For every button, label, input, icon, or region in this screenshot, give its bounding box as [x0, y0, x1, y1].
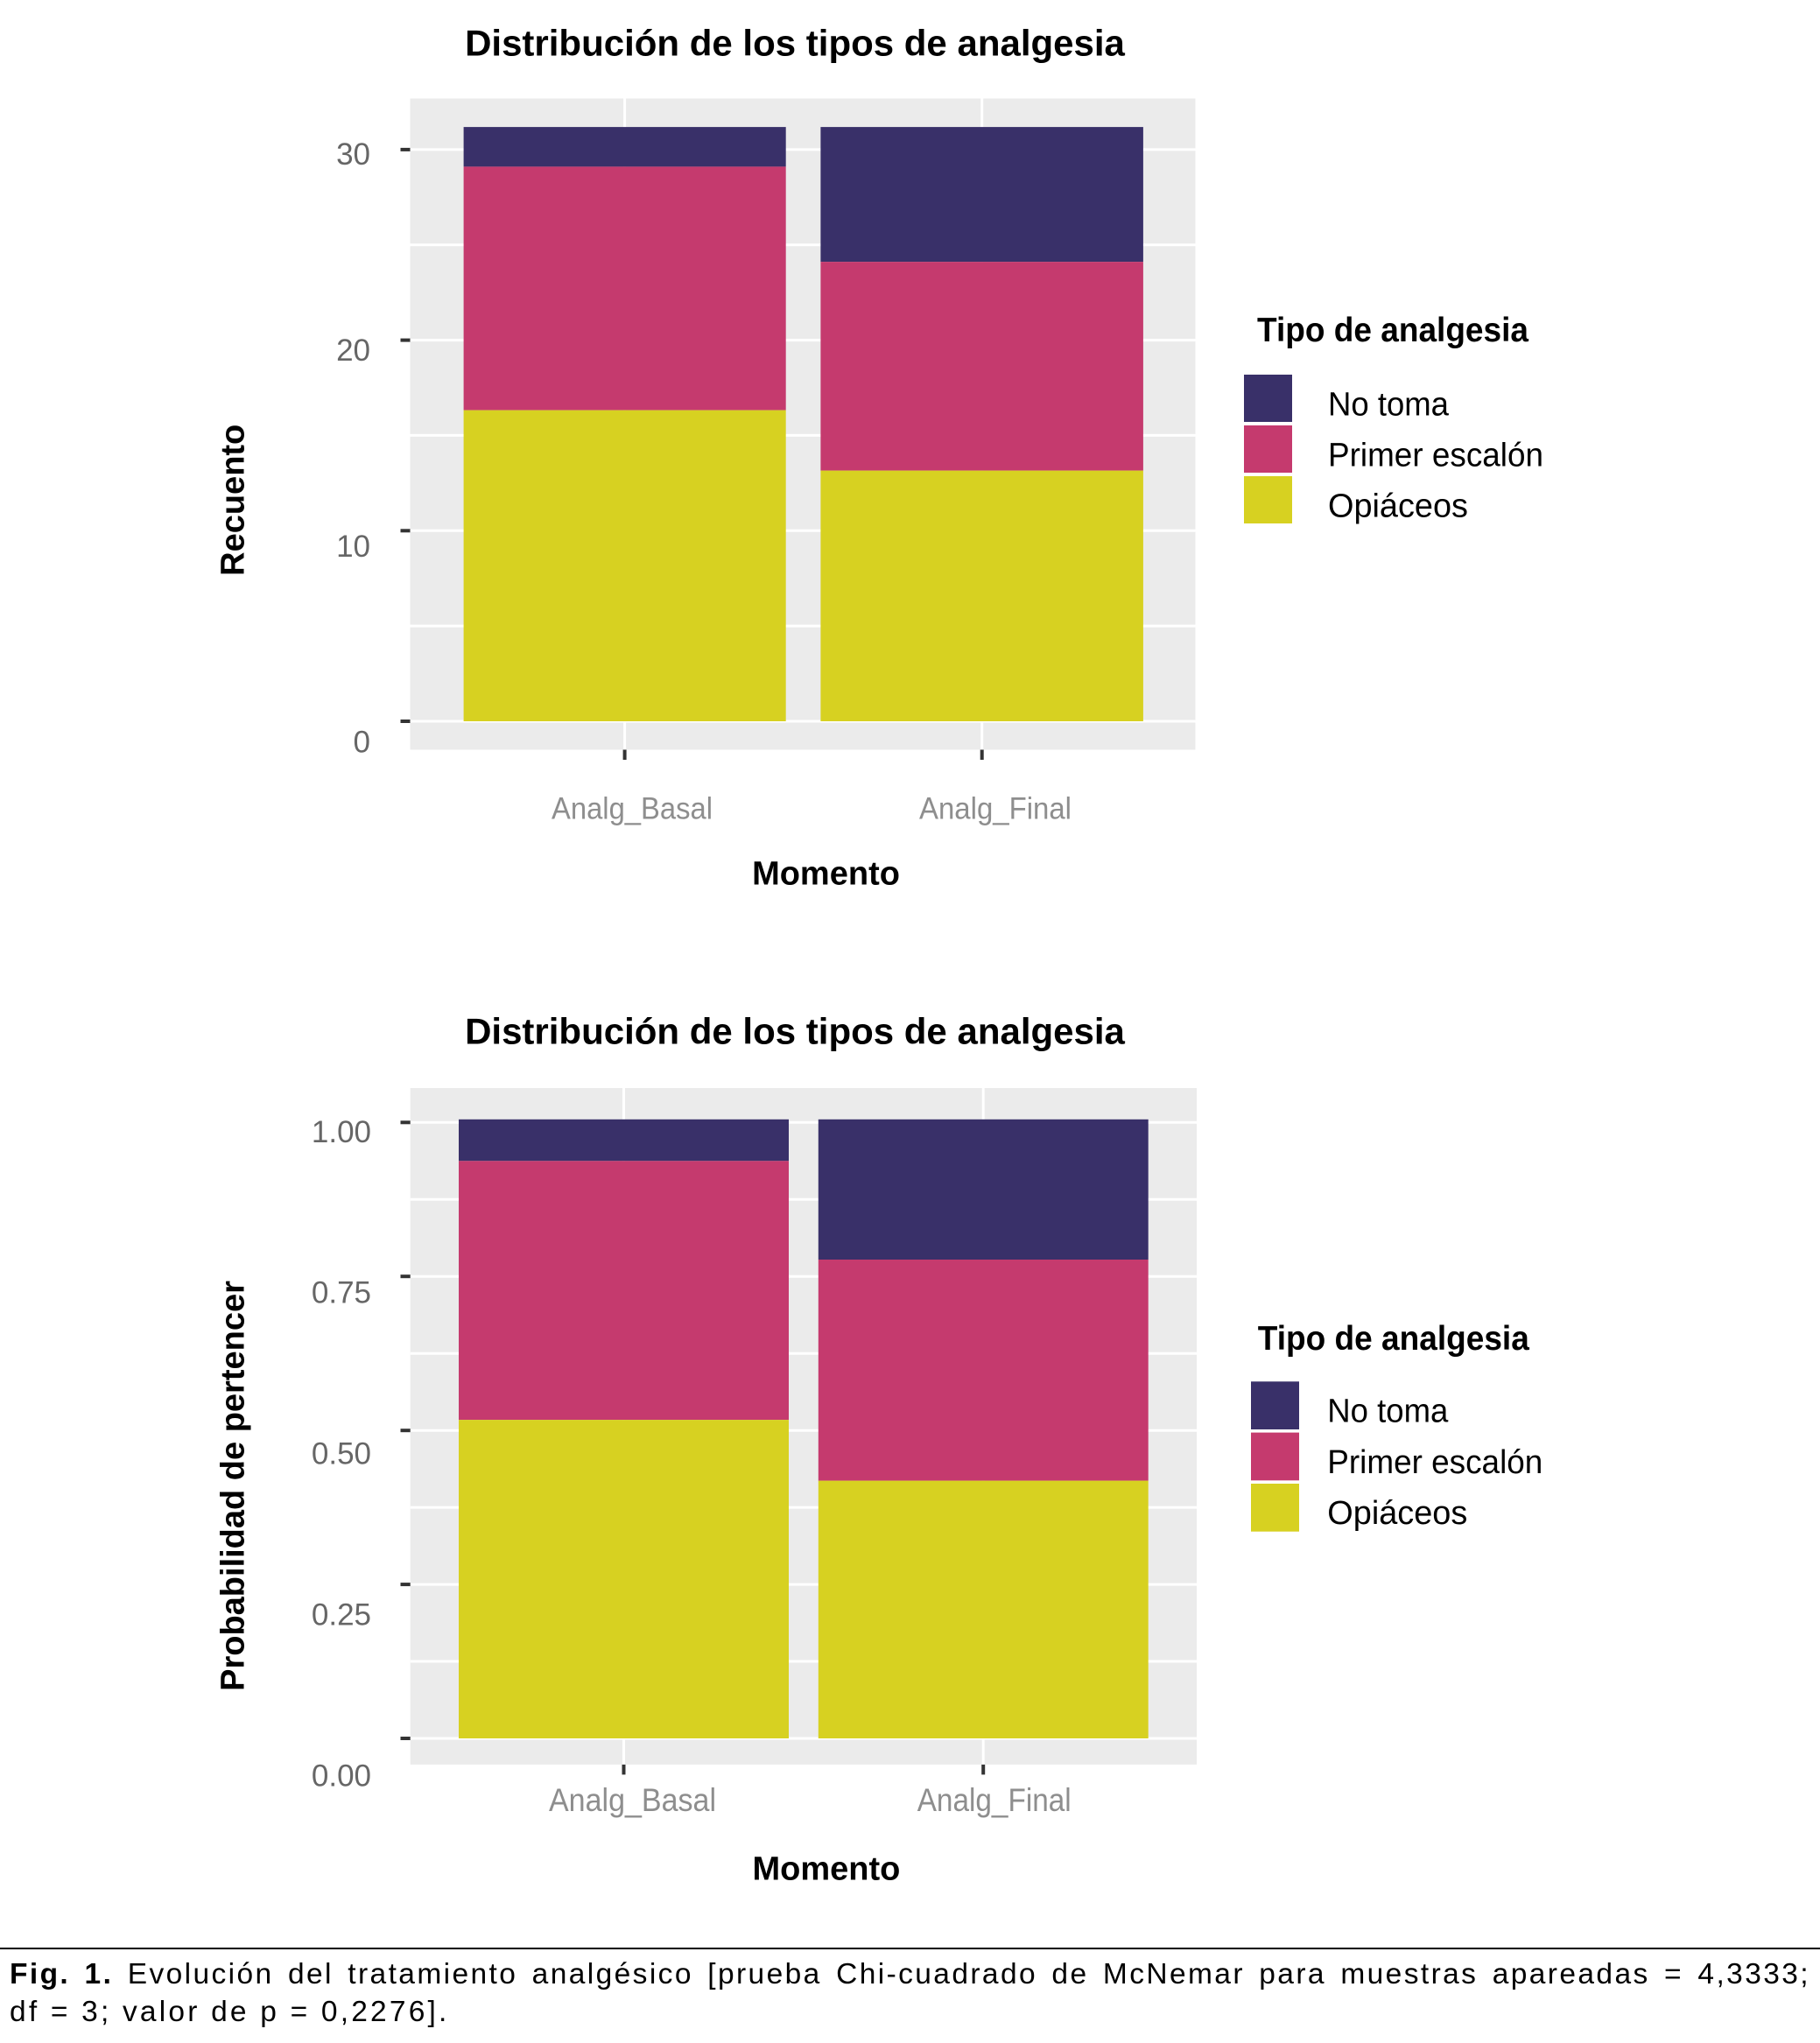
svg-text:Momento: Momento [752, 856, 900, 893]
svg-text:0.25: 0.25 [312, 1598, 371, 1632]
svg-text:0: 0 [354, 726, 370, 760]
svg-text:Opiáceos: Opiáceos [1327, 1495, 1467, 1532]
svg-text:Primer escalón: Primer escalón [1328, 438, 1543, 474]
svg-text:Primer escalón: Primer escalón [1327, 1444, 1542, 1481]
svg-text:Tipo de analgesia: Tipo de analgesia [1257, 312, 1528, 349]
svg-text:Momento: Momento [752, 1850, 900, 1887]
svg-text:Distribución de los tipos de a: Distribución de los tipos de analgesia [465, 23, 1125, 64]
svg-text:Opiáceos: Opiáceos [1328, 488, 1468, 525]
svg-text:30: 30 [336, 137, 370, 172]
svg-text:0.50: 0.50 [312, 1437, 371, 1471]
svg-text:20: 20 [336, 333, 370, 368]
svg-text:Probabilidad de pertencer: Probabilidad de pertencer [214, 1281, 251, 1691]
svg-text:Tipo de analgesia: Tipo de analgesia [1258, 1320, 1529, 1358]
svg-text:1.00: 1.00 [312, 1115, 371, 1149]
svg-text:0.00: 0.00 [312, 1759, 371, 1794]
svg-text:Analg_Final: Analg_Final [917, 1782, 1072, 1818]
svg-text:No toma: No toma [1328, 387, 1450, 424]
svg-text:0.75: 0.75 [312, 1276, 371, 1310]
svg-text:Distribución de los tipos de a: Distribución de los tipos de analgesia [465, 1011, 1125, 1052]
svg-text:No toma: No toma [1327, 1393, 1449, 1429]
svg-text:Analg_Basal: Analg_Basal [552, 792, 713, 826]
svg-text:10: 10 [336, 530, 370, 564]
svg-text:Recuento: Recuento [215, 425, 252, 576]
svg-text:Analg_Final: Analg_Final [919, 792, 1072, 826]
svg-text:Analg_Basal: Analg_Basal [549, 1782, 716, 1818]
